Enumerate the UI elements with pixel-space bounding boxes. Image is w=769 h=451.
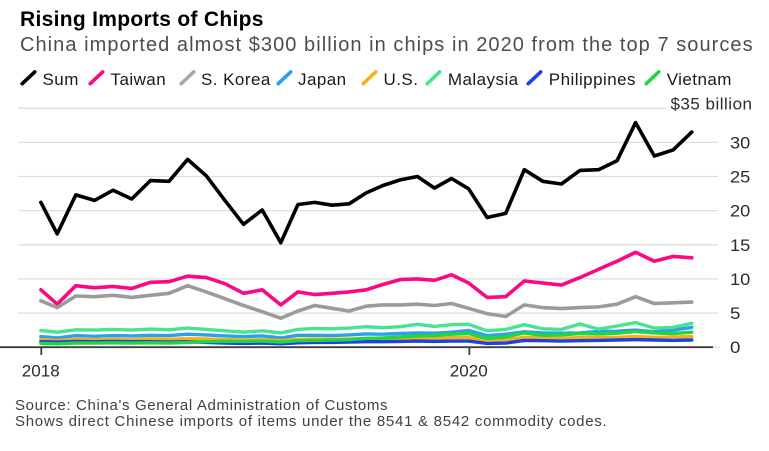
svg-text:5: 5 [730,304,740,323]
svg-text:10: 10 [730,270,750,289]
svg-text:2018: 2018 [22,362,60,381]
svg-text:$35 billion: $35 billion [670,95,752,114]
svg-text:15: 15 [730,236,750,255]
svg-text:25: 25 [730,168,750,187]
svg-text:20: 20 [730,202,750,221]
svg-text:0: 0 [730,338,740,357]
svg-text:30: 30 [730,133,750,152]
svg-text:2020: 2020 [450,362,488,381]
